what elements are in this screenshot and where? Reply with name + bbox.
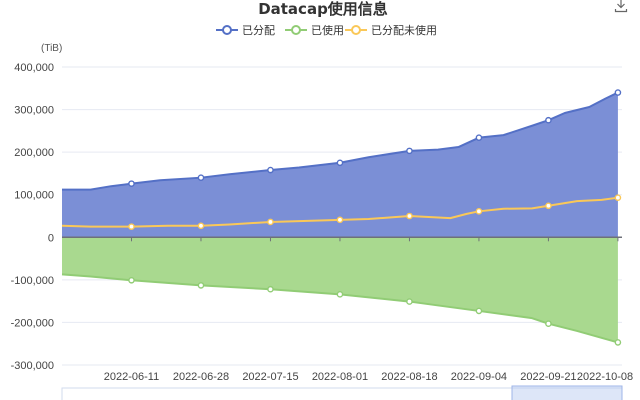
data-point-allocated — [406, 147, 413, 155]
x-axis-ticks: 2022-06-11 2022-06-28 2022-07-15 2022-08-01… — [104, 237, 633, 383]
legend[interactable]: 已分配 已使用 已分配未使用 — [216, 24, 437, 37]
datazoom-slider[interactable] — [61, 385, 623, 400]
data-point-used — [545, 320, 552, 328]
y-tick-label: 100,000 — [14, 190, 54, 202]
data-point-unused — [128, 223, 135, 230]
datazoom-selected-range[interactable] — [511, 385, 623, 400]
data-point-allocated — [128, 180, 135, 187]
legend-label: 已使用 — [311, 24, 344, 37]
y-tick-label: -100,000 — [11, 275, 54, 287]
download-icon[interactable] — [614, 0, 628, 13]
data-point-unused — [475, 208, 483, 215]
data-point-used — [475, 307, 483, 315]
y-axis-label: (TiB) — [41, 43, 62, 54]
data-point-unused — [545, 202, 552, 210]
x-tick-label: 2022-09-04 — [451, 371, 507, 383]
data-point-used — [614, 339, 622, 346]
data-point-allocated — [475, 134, 483, 141]
x-tick-label: 2022-09-21 — [520, 371, 576, 383]
series-line-used — [61, 273, 619, 344]
x-tick-label: 2022-08-18 — [381, 371, 437, 383]
series-markers — [128, 89, 622, 346]
legend-swatch-marker — [351, 25, 361, 35]
y-tick-label: 0 — [48, 232, 54, 244]
data-point-unused — [614, 194, 622, 201]
data-point-used — [336, 291, 344, 298]
chart-title: Datacap使用信息 — [258, 0, 388, 18]
data-point-allocated — [336, 159, 344, 167]
legend-label: 已分配 — [242, 24, 275, 37]
data-point-used — [406, 298, 413, 305]
data-point-used — [197, 282, 205, 289]
series-line-allocated — [62, 91, 619, 191]
y-tick-label: 300,000 — [14, 105, 54, 117]
legend-label: 已分配未使用 — [371, 24, 437, 37]
data-point-unused — [406, 212, 413, 220]
data-point-used — [128, 276, 135, 284]
legend-swatch-marker — [222, 25, 232, 35]
x-tick-label: 2022-07-15 — [242, 371, 298, 383]
x-tick-label: 2022-08-01 — [312, 371, 368, 383]
data-point-used — [267, 285, 274, 293]
y-axis-ticks: 400,000 300,000 200,000 100,000 0 -100,000 -20… — [11, 62, 54, 372]
data-point-allocated — [267, 166, 274, 174]
x-tick-label: 2022-10-08 — [577, 371, 633, 383]
data-point-allocated — [197, 174, 205, 181]
data-point-allocated — [614, 89, 622, 96]
x-tick-label: 2022-06-28 — [173, 371, 229, 383]
series-area-used — [62, 237, 618, 343]
data-point-allocated — [545, 116, 552, 124]
y-tick-label: -200,000 — [11, 317, 54, 329]
y-tick-label: 200,000 — [14, 147, 54, 159]
y-tick-label: 400,000 — [14, 62, 54, 74]
x-tick-label: 2022-06-11 — [104, 371, 159, 383]
data-point-unused — [336, 216, 344, 224]
data-point-unused — [267, 218, 274, 226]
legend-swatch-marker — [291, 25, 301, 35]
data-point-unused — [197, 222, 205, 230]
y-tick-label: -300,000 — [11, 360, 54, 372]
